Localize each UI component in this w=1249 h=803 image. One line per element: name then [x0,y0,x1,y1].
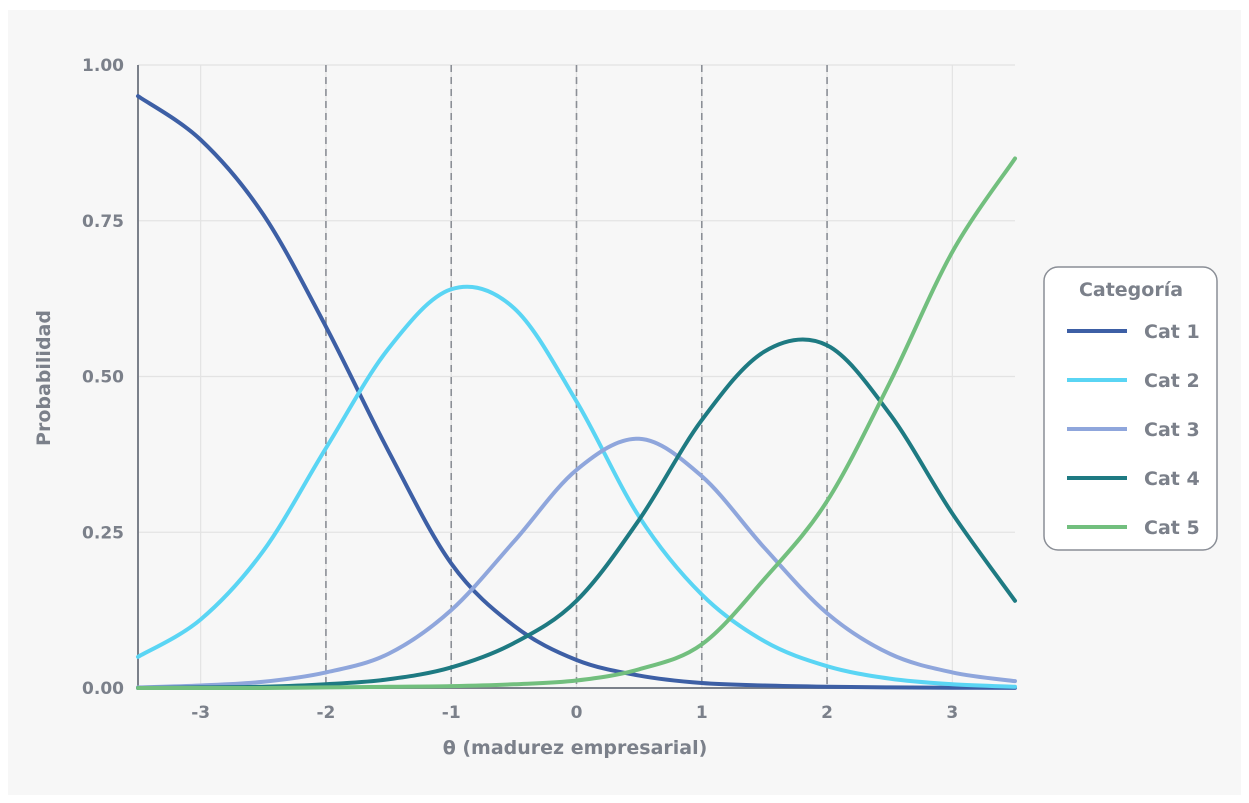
x-tick-label: 2 [821,703,833,723]
legend-label-cat-3: Cat 3 [1144,419,1200,441]
x-axis-title: θ (madurez empresarial) [443,737,708,759]
y-tick-label: 0.25 [82,523,124,543]
chart-panel: -3 -2 -1 0 1 2 3 0.00 0.25 0.50 0.75 1.00 θ (madure… [8,10,1241,795]
legend-label-cat-2: Cat 2 [1144,370,1200,392]
legend-label-cat-1: Cat 1 [1144,321,1200,343]
legend: Categoría Cat 1 Cat 2 Cat 3 Cat 4 Cat 5 [1043,266,1218,551]
chart-svg: -3 -2 -1 0 1 2 3 0.00 0.25 0.50 0.75 1.00 θ (madure… [33,56,1218,759]
legend-title: Categoría [1079,279,1183,301]
series-line-cat-4 [136,337,1017,690]
legend-label-cat-5: Cat 5 [1144,517,1200,539]
series-line-cat-1 [136,94,1017,690]
x-tick-label: 3 [946,703,958,723]
legend-box [1043,266,1218,551]
x-tick-label: 0 [571,703,583,723]
series-layer [136,94,1017,691]
x-tick-label: 1 [696,703,708,723]
y-tick-label: 0.00 [82,679,124,699]
x-tick-label: -1 [442,703,461,723]
x-tick-label: -3 [191,703,210,723]
legend-items: Cat 1 Cat 2 Cat 3 Cat 4 Cat 5 [1067,321,1200,539]
series-line-cat-3 [136,436,1017,690]
y-axis-title: Probabilidad [33,310,55,446]
series-line-cat-2 [136,284,1017,689]
series-line-cat-5 [136,156,1017,691]
legend-label-cat-4: Cat 4 [1144,468,1200,490]
x-tick-label: -2 [316,703,335,723]
y-tick-label: 1.00 [82,56,124,76]
tick-labels-layer: -3 -2 -1 0 1 2 3 0.00 0.25 0.50 0.75 1.00 [82,56,958,723]
y-tick-label: 0.75 [82,212,124,232]
y-tick-label: 0.50 [82,368,124,388]
reference-lines-layer [325,65,828,688]
